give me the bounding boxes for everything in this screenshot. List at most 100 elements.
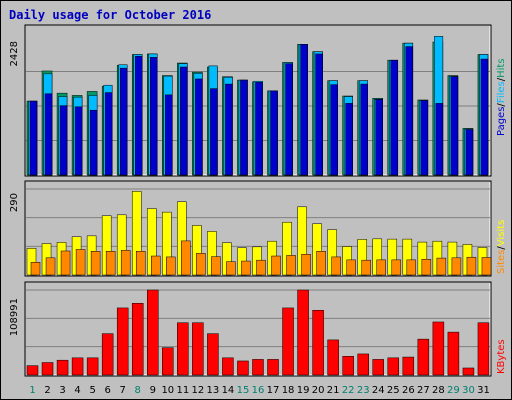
legend-part: / <box>496 77 507 81</box>
bar-pages <box>300 44 308 176</box>
x-tick-label: 31 <box>477 385 490 396</box>
bar-sites <box>361 259 371 276</box>
bar-kbytes <box>147 289 159 376</box>
bar-kbytes <box>71 357 84 376</box>
bar-sites <box>436 257 447 276</box>
bar-kbytes <box>327 339 339 376</box>
bar-sites <box>481 257 492 276</box>
x-tick-label: 16 <box>252 385 265 396</box>
x-tick-label: 15 <box>237 385 250 396</box>
bar-kbytes <box>162 347 174 376</box>
kbytes-ymax-label: 108991 <box>9 298 20 336</box>
bar-kbytes <box>222 357 234 376</box>
bar-sites <box>151 255 161 276</box>
x-tick-label: 29 <box>447 385 460 396</box>
bar-pages <box>255 82 263 176</box>
legend-part: Hits <box>496 58 507 77</box>
bar-kbytes <box>56 359 69 376</box>
x-tick-label: 28 <box>432 385 445 396</box>
bar-sites <box>105 251 116 276</box>
x-tick-label: 24 <box>372 385 385 396</box>
bar-sites <box>75 249 86 276</box>
x-tick-label: 11 <box>176 385 189 396</box>
bar-sites <box>331 256 341 276</box>
x-tick-label: 6 <box>104 385 110 396</box>
bar-pages <box>119 67 128 176</box>
bar-pages <box>29 100 38 176</box>
bar-pages <box>465 129 474 176</box>
x-tick-label: 7 <box>120 385 126 396</box>
x-tick-label: 1 <box>29 385 35 396</box>
bar-pages <box>59 105 68 176</box>
x-tick-label: 22 <box>342 385 355 396</box>
bar-kbytes <box>41 362 54 376</box>
bar-sites <box>135 251 146 276</box>
bar-pages <box>89 109 98 176</box>
x-tick-label: 18 <box>282 385 295 396</box>
bar-pages <box>240 79 248 176</box>
x-tick-label: 10 <box>161 385 174 396</box>
x-tick-label: 21 <box>327 385 340 396</box>
bar-sites <box>421 259 432 276</box>
bar-kbytes <box>477 322 490 376</box>
legend-part: KBytes <box>496 339 507 374</box>
x-tick-label: 13 <box>207 385 220 396</box>
x-tick-label: 2 <box>44 385 50 396</box>
bar-sites <box>271 255 281 276</box>
bar-kbytes <box>387 357 400 376</box>
bar-pages <box>435 103 444 176</box>
bar-pages <box>180 66 188 176</box>
bar-pages <box>420 100 429 176</box>
bar-sites <box>196 253 206 276</box>
bar-pages <box>74 106 83 176</box>
legend-part: / <box>496 246 507 250</box>
x-tick-label: 4 <box>74 385 80 396</box>
legend-part: Visits <box>496 220 507 247</box>
bar-kbytes <box>402 356 415 376</box>
bar-kbytes <box>116 307 129 376</box>
bar-sites <box>451 257 462 276</box>
x-tick-label: 20 <box>312 385 325 396</box>
visits-sites-ymax-label: 290 <box>9 193 20 212</box>
x-tick-label: 25 <box>387 385 400 396</box>
bar-sites <box>346 259 356 276</box>
bar-sites <box>30 261 41 276</box>
x-tick-label: 9 <box>150 385 156 396</box>
x-tick-label: 17 <box>267 385 280 396</box>
bar-sites <box>120 250 131 276</box>
bar-kbytes <box>372 359 384 376</box>
x-tick-label: 23 <box>357 385 370 396</box>
hits-files-pages-legend-label: Pages/Files/Hits <box>496 58 507 136</box>
bar-pages <box>405 46 414 176</box>
x-tick-label: 14 <box>222 385 235 396</box>
bar-kbytes <box>312 310 324 376</box>
visits-sites-panel: 290 Sites/Visits <box>9 180 507 277</box>
bar-pages <box>104 92 113 176</box>
bar-pages <box>165 94 173 176</box>
bar-sites <box>466 256 477 276</box>
bar-sites <box>241 260 251 276</box>
kbytes-panel: 108991 KBytes <box>9 281 507 377</box>
visits-sites-legend-label: Sites/Visits <box>496 220 507 274</box>
bar-kbytes <box>177 322 189 376</box>
x-tick-label: 19 <box>297 385 310 396</box>
bar-pages <box>225 83 233 176</box>
bar-sites <box>60 250 71 276</box>
bar-sites <box>226 261 236 276</box>
bar-pages <box>44 93 53 176</box>
bar-kbytes <box>297 289 309 376</box>
bar-sites <box>181 240 191 276</box>
bar-kbytes <box>267 359 279 376</box>
bar-sites <box>316 251 326 276</box>
bar-kbytes <box>131 303 144 376</box>
x-tick-label: 26 <box>402 385 415 396</box>
bar-pages <box>450 76 459 176</box>
x-tick-label: 3 <box>59 385 65 396</box>
bar-sites <box>45 257 56 276</box>
bar-kbytes <box>282 307 294 376</box>
bar-kbytes <box>342 356 354 376</box>
bar-kbytes <box>447 331 460 376</box>
bar-sites <box>286 255 296 276</box>
x-tick-label: 5 <box>89 385 95 396</box>
